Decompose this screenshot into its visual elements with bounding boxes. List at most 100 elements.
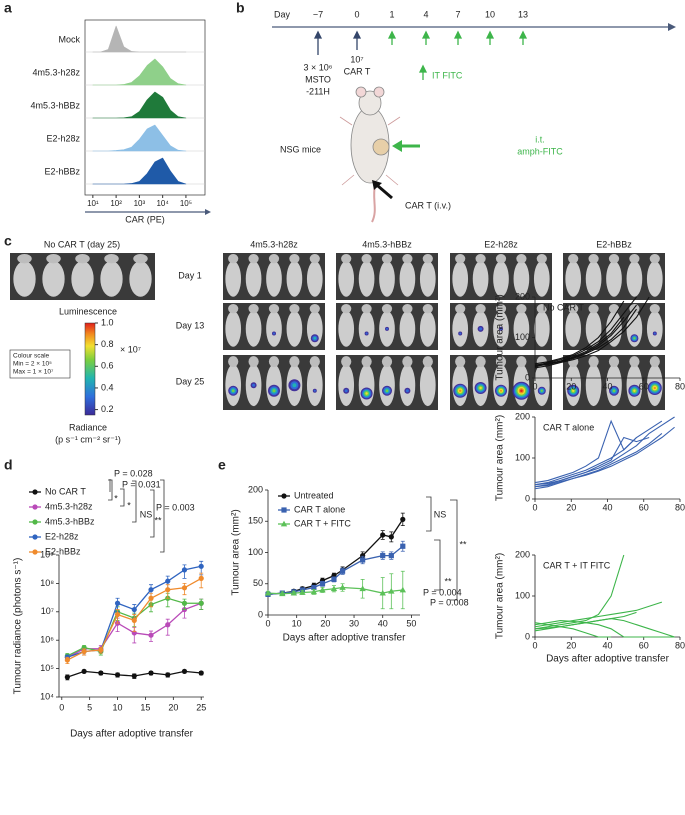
x-tick-label: 10¹ [87,199,99,208]
marker [400,543,406,549]
mouse [452,310,469,347]
mouse [13,260,36,297]
mouse-head [75,253,90,264]
mouse [419,364,436,407]
x-tick-label: 10² [110,199,122,208]
mouse [338,364,355,407]
day: 7 [455,9,460,19]
x-tick-label: 20 [168,702,178,712]
colorbar-title: Luminescence [59,306,117,316]
marker [310,588,318,595]
error-bar [132,614,137,633]
mouse-head [475,356,486,368]
marker [114,672,121,678]
mouse [493,260,509,297]
legend-marker [32,504,38,510]
mouse-head [629,356,640,368]
day: −7 [313,9,323,19]
annotation: ** [459,539,467,549]
mouse-head [381,356,393,368]
mouse-head [228,356,239,368]
marker [98,670,104,676]
x-tick-label: 0 [265,618,270,628]
mouse-head [341,303,352,314]
x-axis-label: Days after adoptive transfer [70,729,194,740]
annotation: * [114,493,118,503]
marker [181,668,188,674]
marker [339,584,346,590]
x-tick-label: 5 [87,702,92,712]
y-axis-label: Tumour radiance (photons s⁻¹) [13,558,24,695]
series-line [534,316,625,366]
histogram [92,25,187,53]
mouse [379,364,395,407]
signal [653,332,656,335]
row-label: 4m5.3-h28z [32,67,80,77]
annotation: * [127,500,131,510]
colorbar-unit: (p s⁻¹ cm⁻² sr⁻¹) [55,434,121,444]
y-tick-label: 100 [515,590,530,600]
series-line [534,426,675,488]
legend-marker [32,519,38,525]
x-axis-label: CAR (PE) [125,214,165,224]
x-tick-label: 0 [532,502,537,512]
histogram [92,91,187,119]
marker [165,622,171,628]
annotation: P = 0.003 [156,502,195,512]
x-tick-label: 0 [532,381,537,391]
timeline: Day −7 0 1 4 7 10 13 3 × 10⁶ MSTO -211H … [272,9,676,223]
legend-marker [32,534,38,540]
row-label: Day 13 [176,320,205,330]
marker [131,673,137,679]
row-label: Mock [58,34,80,44]
mouse [225,260,242,297]
signal [313,336,317,340]
mouse [245,260,262,297]
marker [388,553,394,559]
it-fitc: IT FITC [432,70,463,80]
signal [385,389,389,392]
x-tick-label: 10⁴ [156,199,169,208]
cells: MSTO [305,74,331,84]
signal [572,389,575,392]
marker [131,617,137,623]
series-line [534,296,637,367]
mouse [338,260,355,297]
mouse-head [475,253,486,264]
signal [273,332,275,335]
series-line [534,601,663,628]
colorbar-multiplier: × 10⁷ [120,344,141,354]
mouse-head [341,253,352,264]
y-tick-label: 100 [515,332,530,342]
mouse-head [309,253,320,264]
legend-marker [32,549,38,555]
signal [231,389,235,392]
marker [359,585,366,592]
mouse-head [402,253,413,264]
mouse-head [268,253,280,264]
mouse [419,260,436,297]
mouse-head [381,303,393,314]
y-tick-label: 10⁹ [40,549,54,559]
series-line [534,436,650,486]
mouse [266,310,282,347]
mouse [646,310,663,347]
mouse [606,260,622,297]
scale-box [9,349,71,379]
mouse-head [17,253,32,264]
colorbar-unit: Radiance [69,422,107,432]
signal [365,332,368,335]
mouse-head [309,356,320,368]
annotation: ** [154,515,162,525]
signal [386,327,388,330]
x-tick-label: 60 [639,381,649,391]
bracket [426,496,432,532]
mouse [513,310,530,347]
signal [500,327,502,330]
mouse-head [268,356,280,368]
marker [181,567,188,573]
mouse [266,260,282,297]
histogram [92,124,187,152]
mouse [358,310,375,347]
x-tick-label: 25 [196,702,206,712]
